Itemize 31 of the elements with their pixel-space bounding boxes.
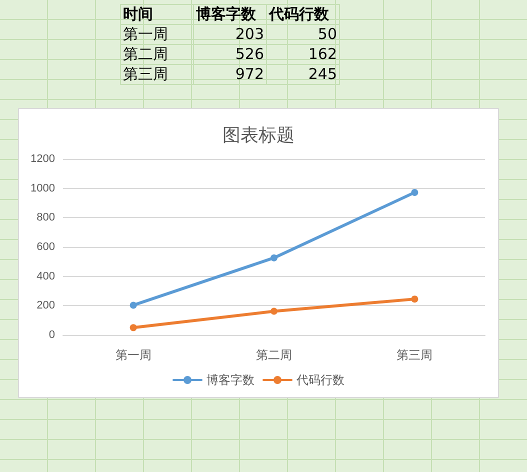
data-label: 972 [194,64,266,84]
x-tick-label: 第二周 [256,348,292,362]
x-tick-label: 第三周 [396,348,433,362]
y-tick-label: 1000 [30,182,55,194]
x-tick-label: 第一周 [115,348,152,362]
legend-label: 博客字数 [194,4,266,24]
text: 时间 [120,4,194,24]
data-label: 245 [266,64,340,84]
point [411,296,418,303]
legend-label: 代码行数 [266,4,340,24]
y-tick-label: 600 [36,241,55,253]
y-tick-label: 200 [36,300,55,312]
y-tick-label: 400 [36,270,55,282]
y-tick-label: 0 [48,329,55,341]
y-tick-label: 800 [36,212,55,224]
y-tick-label: 1200 [30,153,55,165]
data-label: 526 [194,44,266,64]
category-label: 第三周 [120,64,194,84]
chart-title: 图表标题 [222,125,294,145]
data-label: 50 [266,24,340,44]
data-label: 162 [266,44,340,64]
category-label: 第一周 [120,24,194,44]
point [411,188,418,196]
data-label: 203 [194,24,266,44]
legend-label: 博客字数 [206,373,254,387]
category-label: 第二周 [120,44,194,64]
legend-label: 代码行数 [296,373,344,387]
point [130,324,137,332]
point [130,302,137,309]
point [270,254,278,262]
point [270,308,278,315]
